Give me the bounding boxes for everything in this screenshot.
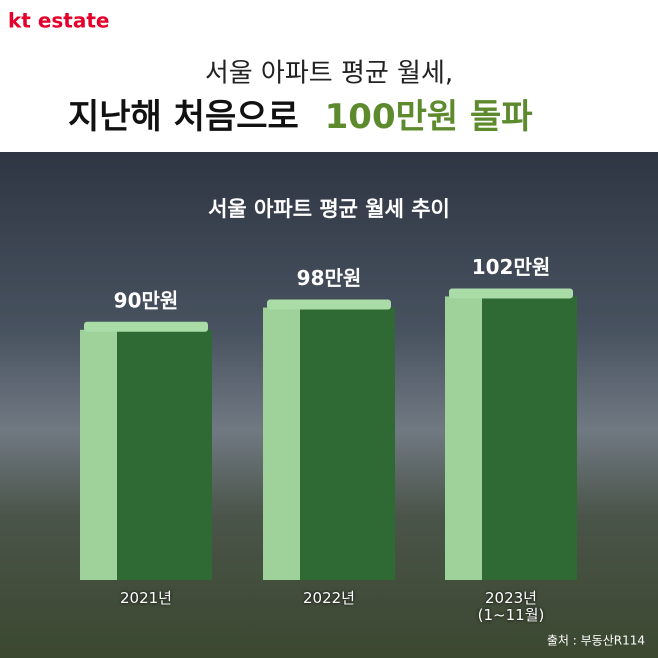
value-label: 98만원 [297,266,362,290]
bar [117,329,212,580]
value-label: 102만원 [472,255,551,279]
source: 출처 : 부동산R114 [547,634,645,648]
bar-cap [449,288,573,299]
headline-highlight: 100만원 돌파 [325,97,533,137]
headline-main: 지난해 처음으로 [68,97,299,137]
value-label: 90만원 [114,288,179,312]
bar [482,296,577,580]
x-tick-label: 2022년 [303,589,355,607]
bar-side [80,329,117,580]
x-tick-label: 2021년 [120,589,172,607]
bar-side [445,296,482,580]
bar-cap [267,299,391,310]
chart-title: 서울 아파트 평균 월세 추이 [208,197,450,221]
headline-line2: 지난해 처음으로 100만원 돌파 [68,97,533,137]
logo: kt estate [8,9,109,33]
bar [300,307,395,580]
bar-cap [84,321,208,332]
x-tick-label: 2023년 (1~11월) [477,589,545,624]
headline-line1: 서울 아파트 평균 월세, [205,59,453,89]
bar-side [263,307,300,580]
